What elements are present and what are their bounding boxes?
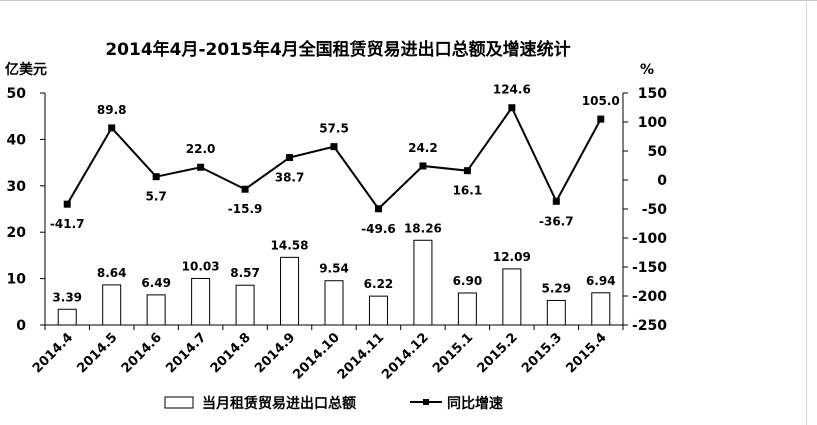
line-data-label: -49.6 (361, 222, 396, 236)
bar (102, 284, 122, 326)
left-tick-label: 20 (7, 225, 27, 241)
line-point (152, 173, 160, 181)
line-point (108, 124, 116, 132)
left-tick-label: 40 (7, 132, 27, 148)
line-data-label: -15.9 (228, 202, 263, 216)
x-tick-label: 2015.1 (430, 330, 476, 376)
line-data-label: 5.7 (146, 190, 167, 204)
left-axis-unit: 亿美元 (5, 61, 47, 78)
line-data-label: -41.7 (50, 217, 85, 231)
bar-data-label: 10.03 (182, 259, 220, 273)
line-data-label: 57.5 (319, 122, 349, 136)
line-data-label: 89.8 (97, 103, 127, 117)
left-tick-label: 30 (7, 179, 27, 195)
x-tick-label: 2014.11 (335, 330, 387, 382)
line-point (330, 143, 338, 151)
line-point (63, 200, 71, 208)
line-point (552, 197, 560, 205)
line-point (241, 185, 249, 193)
bar (280, 256, 300, 326)
line-data-label: 16.1 (453, 184, 483, 198)
line-data-label: 22.0 (186, 142, 216, 156)
right-tick-label: -200 (632, 289, 667, 305)
line-data-label: -36.7 (539, 214, 574, 228)
bar (591, 292, 611, 326)
bar (324, 280, 344, 326)
right-tick-label: 100 (638, 115, 667, 131)
x-tick-label: 2014.5 (74, 330, 120, 376)
line-data-label: 124.6 (493, 83, 531, 97)
right-tick-label: -250 (632, 318, 667, 334)
right-tick-label: -50 (642, 202, 668, 218)
line-point (597, 115, 605, 123)
line-data-label: 105.0 (582, 94, 620, 108)
line-point (286, 154, 294, 162)
right-axis-unit: % (640, 62, 654, 78)
bar (502, 268, 522, 326)
x-tick-label: 2014.6 (119, 330, 165, 376)
x-tick-label: 2015.2 (475, 330, 521, 376)
line-point (463, 167, 471, 175)
bar (235, 284, 255, 326)
bar-data-label: 14.58 (271, 238, 309, 252)
bar-data-label: 12.09 (493, 250, 531, 264)
bar (368, 295, 388, 326)
line-point (197, 163, 205, 171)
right-tick-label: 150 (638, 86, 667, 102)
left-tick-label: 10 (7, 272, 27, 288)
bar-data-label: 5.29 (542, 281, 572, 295)
line-data-label: 24.2 (408, 141, 438, 155)
bar-data-label: 6.22 (364, 277, 394, 291)
bar (413, 239, 433, 326)
x-tick-label: 2014.4 (30, 330, 76, 376)
top-border (0, 0, 817, 1)
line-point (374, 205, 382, 213)
right-tick-label: -100 (632, 231, 667, 247)
line-point (419, 162, 427, 170)
chart-title: 2014年4月-2015年4月全国租赁贸易进出口总额及增速统计 (105, 39, 570, 60)
left-tick-label: 50 (7, 86, 27, 102)
legend-line-label: 同比增速 (447, 395, 503, 412)
bar-data-label: 8.64 (97, 266, 127, 280)
bar-data-label: 6.90 (453, 274, 483, 288)
x-tick-label: 2014.10 (290, 330, 342, 382)
legend-line-marker (423, 399, 429, 405)
line-data-label: 38.7 (275, 171, 305, 185)
bar-data-label: 6.49 (141, 276, 171, 290)
legend-bar-swatch (164, 396, 194, 409)
x-tick-label: 2014.12 (379, 330, 431, 382)
legend: 当月租赁贸易进出口总额 同比增速 (164, 395, 503, 412)
left-tick-label: 0 (16, 318, 26, 334)
bar (457, 292, 477, 326)
bar (191, 277, 211, 326)
right-tick-label: 0 (657, 173, 667, 189)
right-border (806, 0, 807, 425)
x-tick-label: 2015.3 (519, 330, 565, 376)
line-series: -41.7 89.8 5.7 22.0 -15.9 38.7 57.5 -49.6 24.2 16… (50, 83, 620, 236)
right-tick-label: 50 (648, 144, 668, 160)
x-tick-label: 2015.4 (564, 330, 610, 376)
bar-data-label: 3.39 (52, 290, 82, 304)
legend-bar-label: 当月租赁贸易进出口总额 (202, 395, 356, 412)
bar-data-label: 6.94 (586, 274, 616, 288)
right-tick-label: -150 (632, 260, 667, 276)
bar-data-label: 18.26 (404, 221, 442, 235)
bar (146, 294, 166, 326)
x-tick-label: 2014.7 (163, 330, 209, 376)
x-tick-labels: 2014.42014.52014.62014.72014.82014.92014… (30, 330, 610, 382)
bar-data-label: 8.57 (230, 266, 260, 280)
bar-data-label: 9.54 (319, 262, 349, 276)
x-tick-label: 2014.8 (208, 330, 254, 376)
x-tick-label: 2014.9 (252, 330, 298, 376)
axes: 0 10 20 30 40 50 -250 -200 -150 -100 -50 0 50 100 150 (7, 86, 668, 334)
line-point (508, 104, 516, 112)
bar (546, 299, 566, 326)
bar-series: 3.39 8.64 6.49 10.03 8.57 14.58 9.54 6.22 18.26 6… (52, 221, 616, 326)
bar (57, 308, 77, 326)
